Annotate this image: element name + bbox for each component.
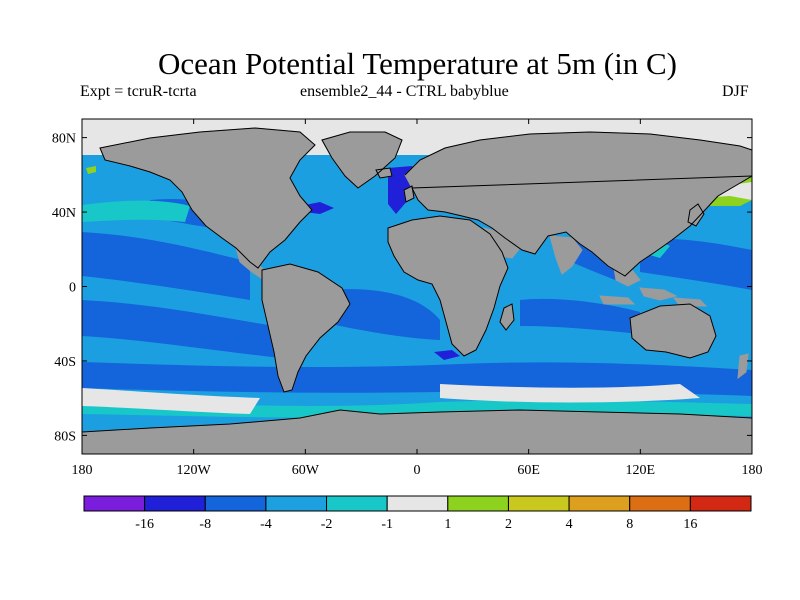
- coastlines: [82, 127, 752, 433]
- lon-tick-label: 0: [414, 463, 421, 478]
- lon-tick-label: 120E: [626, 463, 656, 478]
- lat-tick-label: 0: [69, 281, 76, 296]
- lon-tick-label: 180: [742, 463, 763, 478]
- lon-tick-label: 60E: [517, 463, 540, 478]
- colorbar-swatch: [204, 495, 267, 512]
- colorbar-swatch: [447, 495, 509, 512]
- colorbar-label: -4: [260, 517, 272, 532]
- latitude-axis: 80N 40N 0 40S 80S: [52, 132, 752, 444]
- land-masses: [82, 127, 752, 454]
- colorbar-label: 16: [683, 517, 697, 532]
- colorbar-swatch: [265, 495, 328, 512]
- colorbar-swatch: [144, 495, 206, 512]
- lat-tick-label: 40N: [52, 206, 76, 221]
- colorbar-swatch: [507, 495, 570, 512]
- colorbar-swatch: [326, 495, 388, 512]
- season-label: DJF: [722, 83, 749, 100]
- map-field: [82, 119, 752, 454]
- cooling-bands-moderate: [82, 198, 752, 396]
- colorbar-label: -1: [381, 517, 393, 532]
- longitude-axis: 180 120W 60W 0 60E 120E 180: [72, 119, 763, 478]
- colorbar-label: -8: [199, 517, 211, 532]
- colorbar-swatch: [386, 495, 449, 512]
- colorbar-label: 2: [505, 517, 512, 532]
- colorbar-swatch: [689, 495, 752, 512]
- lon-tick-label: 180: [72, 463, 93, 478]
- colorbar-swatch: [629, 495, 691, 512]
- colorbar-label: 1: [444, 517, 451, 532]
- map-title: Ocean Potential Temperature at 5m (in C): [158, 46, 677, 81]
- lat-tick-label: 80N: [52, 132, 76, 147]
- experiment-label: Expt = tcruR-tcrta: [80, 83, 197, 100]
- colorbar-swatch: [568, 495, 631, 512]
- lon-tick-label: 60W: [292, 463, 320, 478]
- colorbar-label: 8: [626, 517, 633, 532]
- ensemble-label: ensemble2_44 - CTRL babyblue: [300, 83, 509, 100]
- colorbar-label: -16: [135, 517, 154, 532]
- colorbar-label: -2: [321, 517, 333, 532]
- colorbar: -16 -8 -4 -2 -1 1 2 4 8 16: [83, 495, 752, 532]
- colorbar-label: 4: [566, 517, 573, 532]
- colorbar-swatch: [83, 495, 146, 512]
- lon-tick-label: 120W: [177, 463, 212, 478]
- lat-tick-label: 80S: [54, 429, 76, 444]
- lat-tick-label: 40S: [54, 355, 76, 370]
